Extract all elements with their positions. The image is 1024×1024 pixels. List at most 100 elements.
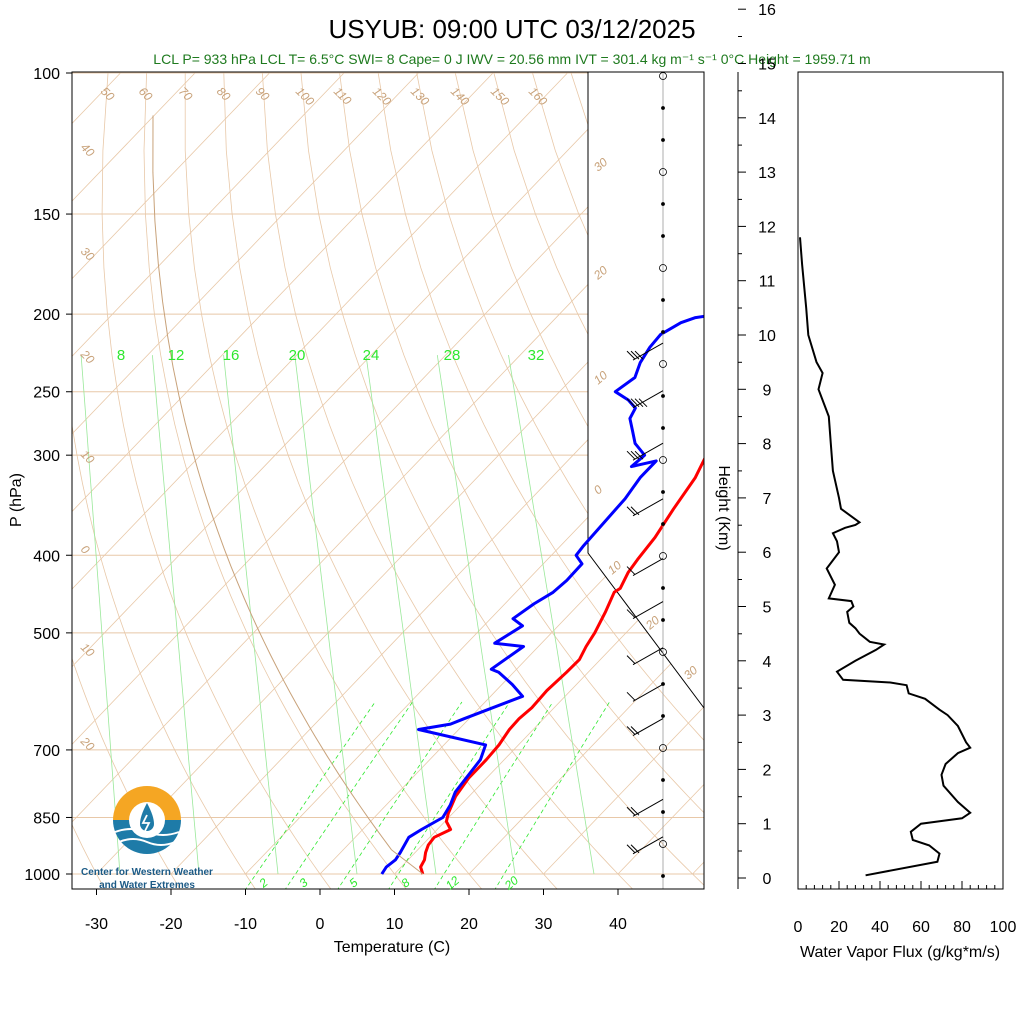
dry-adiabat bbox=[223, 72, 558, 889]
wind-barb bbox=[632, 683, 664, 702]
isotherm-label: 160 bbox=[526, 84, 550, 108]
flux-tick-label: 40 bbox=[871, 919, 889, 936]
level-marker bbox=[661, 618, 665, 622]
isotherm-label: 20 bbox=[77, 347, 97, 367]
wind-barb bbox=[632, 601, 664, 619]
mixing-ratio-label: 5 bbox=[346, 875, 360, 890]
dry-adiabat bbox=[339, 72, 704, 814]
wind-barbs bbox=[626, 72, 667, 889]
level-marker bbox=[659, 264, 667, 272]
y-tick-label: 500 bbox=[33, 626, 60, 643]
level-marker bbox=[659, 168, 667, 176]
wind-barb-flag bbox=[630, 506, 640, 516]
mixing-ratio-line bbox=[245, 701, 376, 889]
skewt-ylabel: P (hPa) bbox=[8, 473, 25, 527]
wind-barb-flag bbox=[626, 350, 636, 360]
height-tick-label: 9 bbox=[763, 382, 772, 399]
x-tick-label: 0 bbox=[316, 916, 325, 933]
flux-tick-label: 0 bbox=[794, 919, 803, 936]
level-marker bbox=[661, 330, 665, 334]
flux-tick-label: 60 bbox=[912, 919, 930, 936]
isotherm-line bbox=[72, 72, 419, 435]
parcel-path bbox=[391, 849, 424, 875]
isotherm-line bbox=[72, 72, 345, 357]
mixing-ratio-label: 12 bbox=[443, 873, 462, 893]
logo-line-2: and Water Extremes bbox=[99, 880, 195, 891]
skewt-series bbox=[152, 115, 704, 875]
height-tick-label: 11 bbox=[759, 274, 776, 291]
mixing-ratio-label: 24 bbox=[363, 347, 380, 364]
wind-barb-flag bbox=[626, 844, 636, 854]
isotherm-label: 70 bbox=[176, 84, 196, 104]
wind-barb-flag bbox=[630, 350, 640, 360]
wind-barb bbox=[632, 718, 664, 736]
wind-barb bbox=[632, 836, 664, 855]
isotherm-line bbox=[72, 72, 568, 590]
wind-barb bbox=[632, 647, 664, 666]
isotherm-label: 20 bbox=[77, 734, 97, 754]
y-tick-label: 700 bbox=[33, 743, 60, 760]
level-marker bbox=[661, 298, 665, 302]
level-marker bbox=[659, 552, 667, 560]
dry-adiabat bbox=[416, 72, 704, 669]
dry-adiabat bbox=[454, 72, 704, 596]
dry-adiabat bbox=[72, 657, 181, 889]
x-tick-label: 30 bbox=[535, 916, 553, 933]
height-tick-label: 7 bbox=[763, 491, 772, 508]
level-marker bbox=[661, 874, 665, 878]
isotherm-label: 10 bbox=[78, 447, 98, 467]
dry-adiabat bbox=[143, 72, 407, 889]
height-tick-label: 8 bbox=[763, 437, 772, 454]
y-tick-label: 1000 bbox=[24, 867, 60, 884]
height-tick-label: 13 bbox=[758, 165, 776, 182]
isotherm-line bbox=[96, 240, 704, 875]
mixing-ratio-label: 12 bbox=[168, 347, 185, 364]
moist-adiabat bbox=[436, 355, 516, 875]
mixing-ratio-label: 3 bbox=[296, 875, 310, 890]
height-tick-label: 5 bbox=[763, 600, 772, 617]
level-marker bbox=[659, 744, 667, 752]
isotherm-label: 110 bbox=[331, 84, 355, 108]
dry-adiabat bbox=[72, 823, 105, 889]
height-tick-label: 14 bbox=[758, 111, 776, 128]
height-tick-label: 0 bbox=[763, 871, 772, 888]
level-marker bbox=[661, 778, 665, 782]
flux-tick-label: 20 bbox=[830, 919, 848, 936]
wind-barb-flag bbox=[626, 506, 636, 516]
dry-adiabat bbox=[686, 72, 704, 115]
wind-barb-flag bbox=[626, 655, 636, 665]
wind-barb-flag bbox=[626, 691, 636, 701]
wind-barb-flag bbox=[626, 609, 636, 618]
wind-barb-flag bbox=[626, 806, 636, 816]
isotherm-line bbox=[543, 706, 704, 875]
y-tick-label: 250 bbox=[33, 385, 60, 402]
height-tick-label: 10 bbox=[758, 328, 776, 345]
isotherm-line bbox=[72, 72, 270, 280]
wind-barb-flag bbox=[630, 726, 640, 735]
level-marker bbox=[661, 522, 665, 526]
isotherm-line bbox=[72, 72, 196, 202]
cw3e-logo: Center for Western Weather and Water Ext… bbox=[81, 786, 213, 891]
skewt-frame bbox=[71, 71, 705, 890]
flux-frame bbox=[797, 71, 1004, 890]
wind-barb-flag bbox=[638, 398, 648, 408]
level-marker bbox=[659, 456, 667, 464]
isotherm-label: 50 bbox=[98, 84, 118, 104]
isotherm-line bbox=[170, 318, 704, 875]
isotherm-label: 40 bbox=[78, 140, 98, 160]
height-tick-label: 12 bbox=[758, 219, 776, 236]
level-marker bbox=[659, 648, 667, 656]
flux-tick-label: 80 bbox=[953, 919, 971, 936]
x-tick-label: 20 bbox=[460, 916, 478, 933]
moist-adiabat bbox=[152, 355, 200, 875]
height-tick-label: 2 bbox=[763, 762, 772, 779]
mixing-ratio-label: 32 bbox=[528, 347, 545, 364]
wind-barb-flag bbox=[626, 566, 636, 575]
hodograph-mask bbox=[588, 72, 704, 708]
flux-series bbox=[799, 237, 972, 877]
level-marker bbox=[661, 106, 665, 110]
dry-adiabat bbox=[184, 73, 483, 889]
isotherm-line bbox=[692, 861, 704, 875]
wind-barb-flag bbox=[626, 450, 636, 460]
